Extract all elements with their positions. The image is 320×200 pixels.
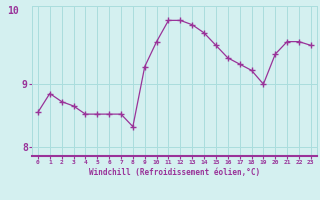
Text: 10: 10 xyxy=(7,6,19,16)
X-axis label: Windchill (Refroidissement éolien,°C): Windchill (Refroidissement éolien,°C) xyxy=(89,168,260,177)
